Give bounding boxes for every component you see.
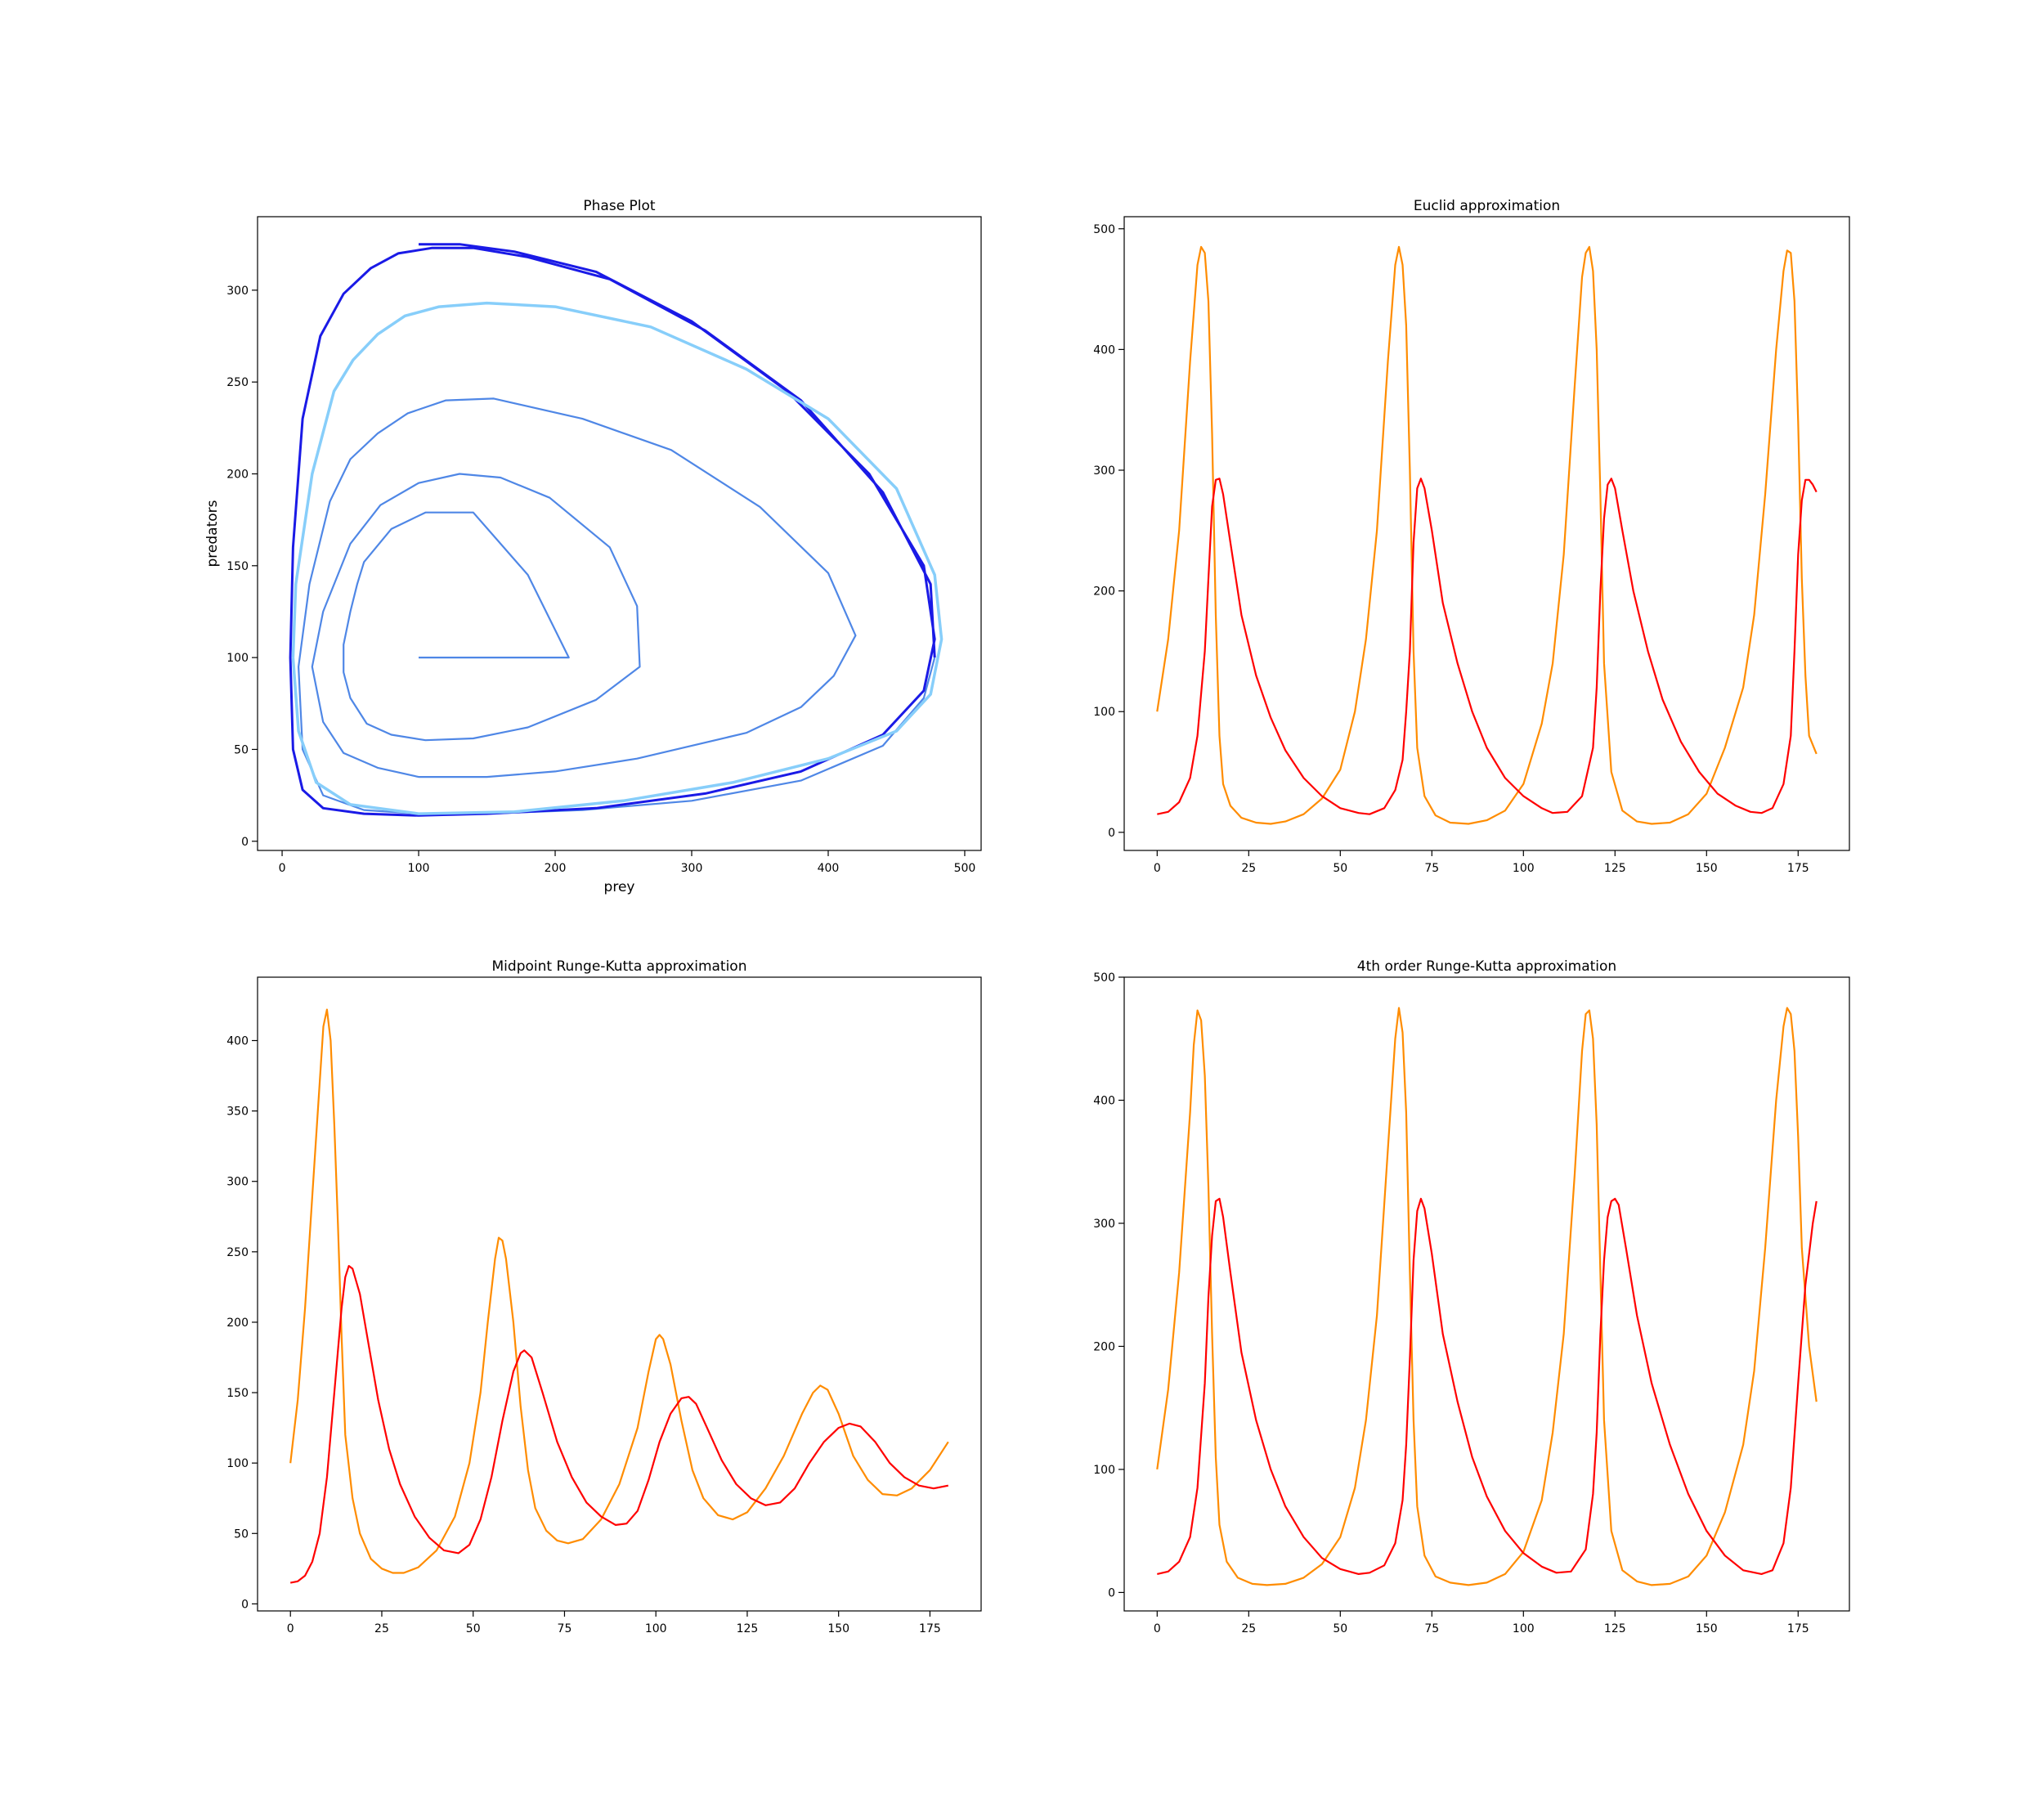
series-line-2 xyxy=(291,301,944,815)
y-tick-label: 0 xyxy=(241,1598,249,1611)
x-axis-label: prey xyxy=(604,879,635,895)
series-line-0 xyxy=(1156,1007,1818,1586)
y-tick-label: 400 xyxy=(226,1035,249,1048)
x-tick-label: 0 xyxy=(279,862,286,875)
y-tick-label: 200 xyxy=(226,468,249,481)
x-tick-label: 50 xyxy=(1333,1622,1347,1635)
y-tick-label: 250 xyxy=(226,376,249,389)
y-tick-label: 0 xyxy=(1108,827,1115,840)
x-tick-label: 75 xyxy=(1424,862,1439,875)
x-tick-label: 75 xyxy=(1424,1622,1439,1635)
plot-frame xyxy=(257,216,982,851)
y-axis-label: predators xyxy=(204,500,221,567)
y-tick-label: 150 xyxy=(226,560,249,573)
series-line-1 xyxy=(1157,478,1818,815)
y-tick-label: 150 xyxy=(226,1387,249,1400)
series-line-0 xyxy=(289,1008,949,1574)
y-tick-label: 200 xyxy=(1093,1340,1115,1353)
y-tick-label: 100 xyxy=(226,652,249,665)
chart-title: 4th order Runge-Kutta approximation xyxy=(1357,958,1616,975)
x-tick-label: 100 xyxy=(1513,1622,1535,1635)
x-tick-label: 25 xyxy=(374,1622,389,1635)
y-tick-label: 300 xyxy=(226,285,249,298)
x-tick-label: 0 xyxy=(1154,1622,1161,1635)
x-tick-label: 150 xyxy=(1696,1622,1718,1635)
x-tick-label: 25 xyxy=(1241,1622,1256,1635)
plot-frame xyxy=(1123,216,1850,851)
y-tick-label: 200 xyxy=(1093,585,1115,599)
x-tick-label: 125 xyxy=(1604,862,1626,875)
x-tick-label: 300 xyxy=(681,862,703,875)
y-tick-label: 100 xyxy=(1093,706,1115,719)
y-tick-label: 0 xyxy=(241,836,249,849)
y-tick-label: 300 xyxy=(226,1176,249,1189)
y-tick-label: 350 xyxy=(226,1106,249,1119)
series-line-0 xyxy=(1156,245,1818,825)
x-tick-label: 150 xyxy=(1696,862,1718,875)
x-tick-label: 125 xyxy=(1604,1622,1626,1635)
chart-panel-2: 0 25 50 75 100 125 150 175 0 50 100 150 200 250 300 350… xyxy=(226,958,982,1635)
x-tick-label: 100 xyxy=(645,1622,667,1635)
y-tick-label: 50 xyxy=(234,743,249,756)
plot-frame xyxy=(257,976,982,1612)
x-tick-label: 25 xyxy=(1241,862,1256,875)
chart-panel-0: 0 100 200 300 400 500 0 50 100 150 200 250 300 Phase … xyxy=(204,198,982,895)
x-tick-label: 75 xyxy=(558,1622,572,1635)
chart-panel-1: 0 25 50 75 100 125 150 175 0 100 200 300 400 500 Eucli… xyxy=(1093,198,1850,875)
y-tick-label: 300 xyxy=(1093,1218,1115,1231)
x-tick-label: 175 xyxy=(919,1622,941,1635)
plot-frame xyxy=(1123,976,1850,1612)
y-tick-label: 50 xyxy=(234,1528,249,1541)
chart-title: Euclid approximation xyxy=(1414,198,1560,214)
y-tick-label: 400 xyxy=(1093,1094,1115,1107)
y-tick-label: 250 xyxy=(226,1246,249,1259)
chart-panel-3: 0 25 50 75 100 125 150 175 0 100 200 300 400 500 4th o… xyxy=(1093,958,1850,1635)
x-tick-label: 500 xyxy=(954,862,976,875)
x-tick-label: 0 xyxy=(287,1622,294,1635)
series-line-0 xyxy=(298,397,936,815)
y-tick-label: 100 xyxy=(226,1457,249,1470)
chart-title: Phase Plot xyxy=(583,198,656,214)
x-tick-label: 400 xyxy=(818,862,840,875)
x-tick-label: 50 xyxy=(1333,862,1347,875)
y-tick-label: 400 xyxy=(1093,343,1115,357)
series-line-1 xyxy=(1157,1197,1818,1575)
y-tick-label: 100 xyxy=(1093,1464,1115,1477)
x-tick-label: 50 xyxy=(466,1622,481,1635)
y-tick-label: 500 xyxy=(1093,971,1115,985)
y-tick-label: 200 xyxy=(226,1317,249,1330)
x-tick-label: 100 xyxy=(1513,862,1535,875)
y-tick-label: 300 xyxy=(1093,464,1115,478)
x-tick-label: 125 xyxy=(737,1622,759,1635)
chart-title: Midpoint Runge-Kutta approximation xyxy=(492,958,747,975)
x-tick-label: 175 xyxy=(1787,1622,1809,1635)
x-tick-label: 175 xyxy=(1787,862,1809,875)
series-line-1 xyxy=(289,1265,949,1584)
x-tick-label: 0 xyxy=(1154,862,1161,875)
x-tick-label: 200 xyxy=(545,862,567,875)
x-tick-label: 100 xyxy=(408,862,430,875)
series-line-1 xyxy=(289,243,936,817)
x-tick-label: 150 xyxy=(827,1622,849,1635)
y-tick-label: 500 xyxy=(1093,223,1115,236)
y-tick-label: 0 xyxy=(1108,1586,1115,1599)
